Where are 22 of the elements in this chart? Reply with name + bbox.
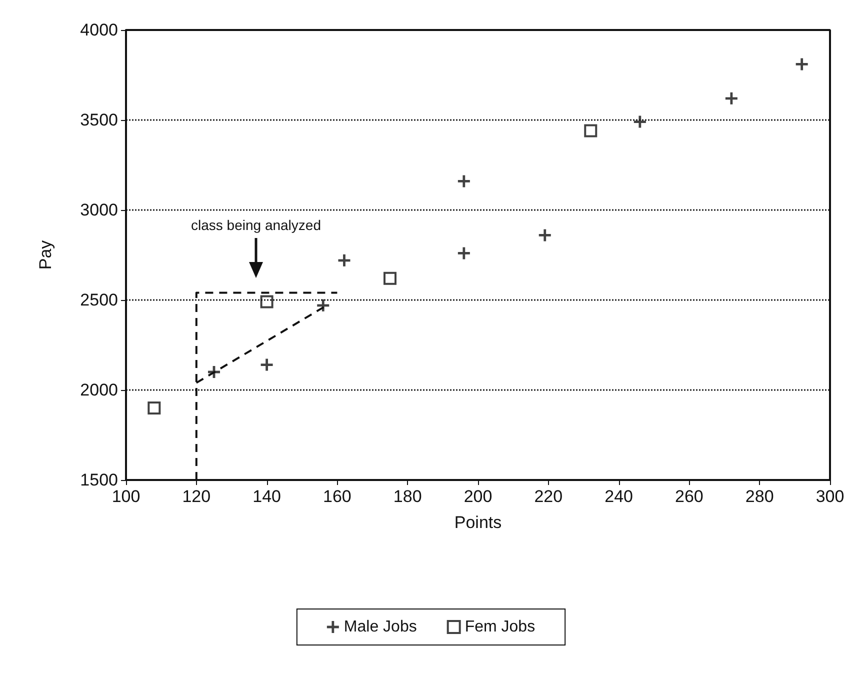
legend-label: Fem Jobs <box>464 618 536 636</box>
x-tick-label: 300 <box>816 487 844 506</box>
x-tick-label: 220 <box>534 487 563 506</box>
x-tick-label: 280 <box>745 487 774 506</box>
x-tick-label: 240 <box>604 487 633 506</box>
y-tick-label: 3500 <box>80 110 118 130</box>
x-tick-label: 120 <box>182 487 211 506</box>
y-axis-title: Pay <box>36 240 55 270</box>
x-tick-label: 180 <box>393 487 422 506</box>
y-tick-label: 3000 <box>80 200 118 220</box>
y-tick-label: 2000 <box>80 380 118 400</box>
x-tick-label: 160 <box>323 487 352 506</box>
x-tick-label: 200 <box>464 487 492 506</box>
y-tick-label: 4000 <box>80 20 118 40</box>
x-tick-label: 140 <box>252 487 281 506</box>
legend-label: Male Jobs <box>344 618 417 636</box>
annotation: class being analyzed <box>191 217 321 233</box>
x-axis-title: Points <box>454 513 502 532</box>
x-tick-label: 260 <box>675 487 704 506</box>
x-tick-label: 100 <box>112 487 140 506</box>
y-tick-label: 1500 <box>80 470 118 490</box>
y-tick-label: 2500 <box>80 290 118 310</box>
